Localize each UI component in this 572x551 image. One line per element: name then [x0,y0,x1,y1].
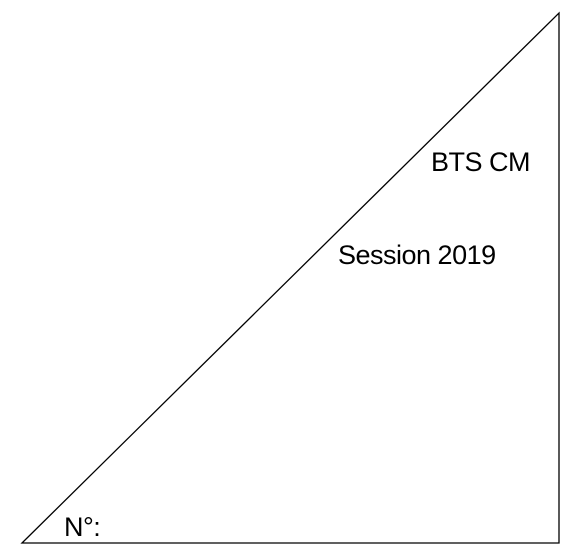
candidate-number-label: N°: [64,512,101,542]
triangle-outline [20,11,560,544]
program-label: BTS CM [431,147,531,177]
session-label: Session 2019 [338,240,496,270]
